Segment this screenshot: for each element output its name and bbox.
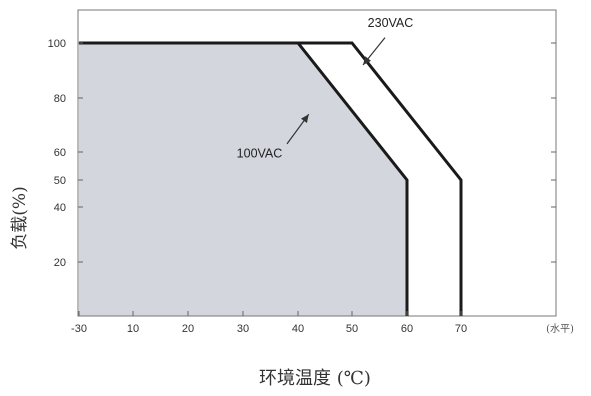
x-tick-label: 70	[455, 323, 467, 335]
annotation-arrow-head	[363, 56, 372, 65]
series-line-230vac	[79, 41, 463, 316]
x-axis-note: (水平)	[546, 323, 574, 335]
x-tick-label: 10	[127, 323, 139, 335]
x-tick-label: 20	[182, 323, 194, 335]
y-tick-label: 20	[54, 257, 66, 269]
x-tick-label: 40	[292, 323, 304, 335]
annotation-arrow-head	[300, 114, 309, 123]
x-tick-label: 50	[346, 323, 358, 335]
x-tick-label: -30	[71, 323, 87, 335]
y-axis-title: 负载(%)	[10, 186, 30, 249]
y-tick-label: 50	[54, 175, 66, 187]
x-tick-label: 30	[237, 323, 249, 335]
series-area-100vac	[79, 43, 407, 316]
x-tick-label: 60	[401, 323, 413, 335]
y-tick-label: 100	[48, 38, 66, 50]
x-axis-title: 环境温度 (℃)	[259, 368, 371, 389]
y-tick-label: 40	[54, 202, 66, 214]
annotation-label: 230VAC	[368, 16, 414, 30]
annotation-label: 100VAC	[237, 147, 283, 161]
y-tick-label: 80	[54, 93, 66, 105]
plot-frame	[77, 9, 557, 317]
y-tick-label: 60	[54, 147, 66, 159]
